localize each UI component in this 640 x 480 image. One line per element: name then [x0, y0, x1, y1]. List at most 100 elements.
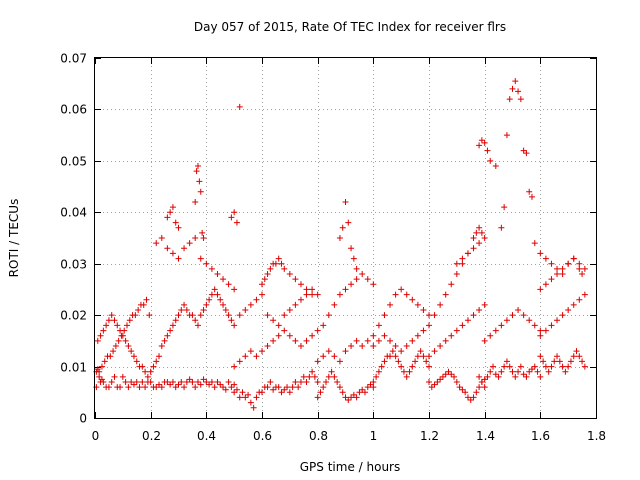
data-point: [437, 376, 444, 383]
x-tick-label: 1.8: [587, 429, 606, 443]
data-point: [464, 394, 471, 401]
data-point: [108, 379, 115, 385]
data-point: [492, 327, 499, 334]
data-point: [359, 271, 366, 277]
data-point: [495, 373, 502, 380]
data-point: [501, 363, 508, 370]
y-tick-label: 0.07: [60, 52, 87, 66]
data-point: [381, 358, 388, 365]
data-point: [417, 348, 424, 355]
data-point: [345, 397, 352, 403]
data-point: [292, 379, 299, 385]
data-point: [517, 363, 524, 370]
data-point: [300, 373, 307, 380]
x-tick-label: 0.6: [253, 429, 272, 443]
data-point: [172, 384, 179, 391]
data-point: [133, 379, 140, 385]
data-point: [259, 281, 265, 288]
data-point: [197, 381, 204, 388]
y-tick-label: 0.06: [60, 103, 87, 117]
data-point: [156, 353, 163, 360]
data-point: [309, 332, 316, 339]
data-point: [236, 358, 243, 365]
data-point: [492, 371, 499, 378]
data-point: [542, 255, 549, 262]
data-point: [348, 281, 355, 288]
data-point: [178, 307, 185, 313]
data-point: [153, 240, 160, 247]
data-point: [473, 229, 480, 236]
data-point: [233, 219, 240, 226]
data-point: [462, 389, 469, 396]
data-point: [478, 229, 485, 236]
x-tick-label: 0: [92, 429, 100, 443]
data-point: [193, 168, 200, 175]
data-point: [520, 371, 527, 378]
data-point: [286, 307, 293, 313]
data-point: [492, 163, 499, 169]
data-point: [370, 281, 377, 288]
data-point: [164, 214, 171, 221]
data-point: [559, 312, 566, 319]
data-point: [476, 384, 483, 391]
data-point: [342, 199, 349, 205]
data-point: [342, 286, 349, 293]
data-point: [509, 85, 516, 92]
data-point: [353, 394, 360, 401]
data-point: [98, 363, 105, 370]
data-point: [537, 327, 544, 334]
data-point: [579, 271, 586, 277]
data-point: [353, 265, 360, 272]
data-point: [437, 343, 444, 349]
data-point: [286, 389, 293, 396]
data-point: [122, 337, 129, 344]
data-point: [381, 332, 388, 339]
data-point: [175, 381, 182, 388]
data-point: [253, 353, 260, 360]
data-point: [559, 265, 566, 272]
data-point: [281, 312, 288, 319]
data-point: [373, 373, 380, 380]
data-point: [147, 368, 154, 375]
x-axis-label: GPS time / hours: [300, 460, 401, 474]
data-point: [139, 379, 146, 385]
data-point: [186, 240, 193, 247]
data-point: [581, 363, 588, 370]
data-point: [470, 245, 477, 252]
data-point: [509, 368, 516, 375]
data-point: [142, 384, 149, 391]
data-point: [345, 219, 352, 226]
data-point: [309, 286, 316, 293]
data-point: [320, 322, 327, 329]
data-point: [375, 368, 382, 375]
data-point: [125, 384, 132, 391]
data-point: [143, 296, 150, 303]
data-point: [439, 373, 446, 380]
data-point: [559, 271, 566, 277]
data-point: [428, 384, 435, 391]
data-point: [409, 337, 416, 344]
data-point: [490, 363, 497, 370]
chart-title: Day 057 of 2015, Rate Of TEC Index for r…: [194, 20, 506, 34]
data-point: [275, 255, 282, 262]
data-point: [400, 368, 407, 375]
data-point: [259, 389, 265, 396]
data-point: [409, 363, 416, 370]
data-point: [503, 132, 510, 139]
data-point: [501, 204, 508, 211]
data-point: [128, 379, 135, 385]
data-point: [392, 343, 399, 349]
data-point: [250, 404, 257, 411]
data-point: [481, 301, 488, 308]
data-point: [361, 389, 368, 396]
data-point: [478, 137, 485, 144]
data-point: [314, 327, 321, 334]
data-point: [392, 353, 399, 360]
data-point: [403, 373, 410, 380]
data-point: [515, 88, 522, 95]
data-point: [135, 307, 142, 313]
data-point: [528, 366, 535, 373]
data-point: [476, 142, 483, 149]
data-point: [398, 348, 405, 355]
data-point: [323, 379, 330, 385]
